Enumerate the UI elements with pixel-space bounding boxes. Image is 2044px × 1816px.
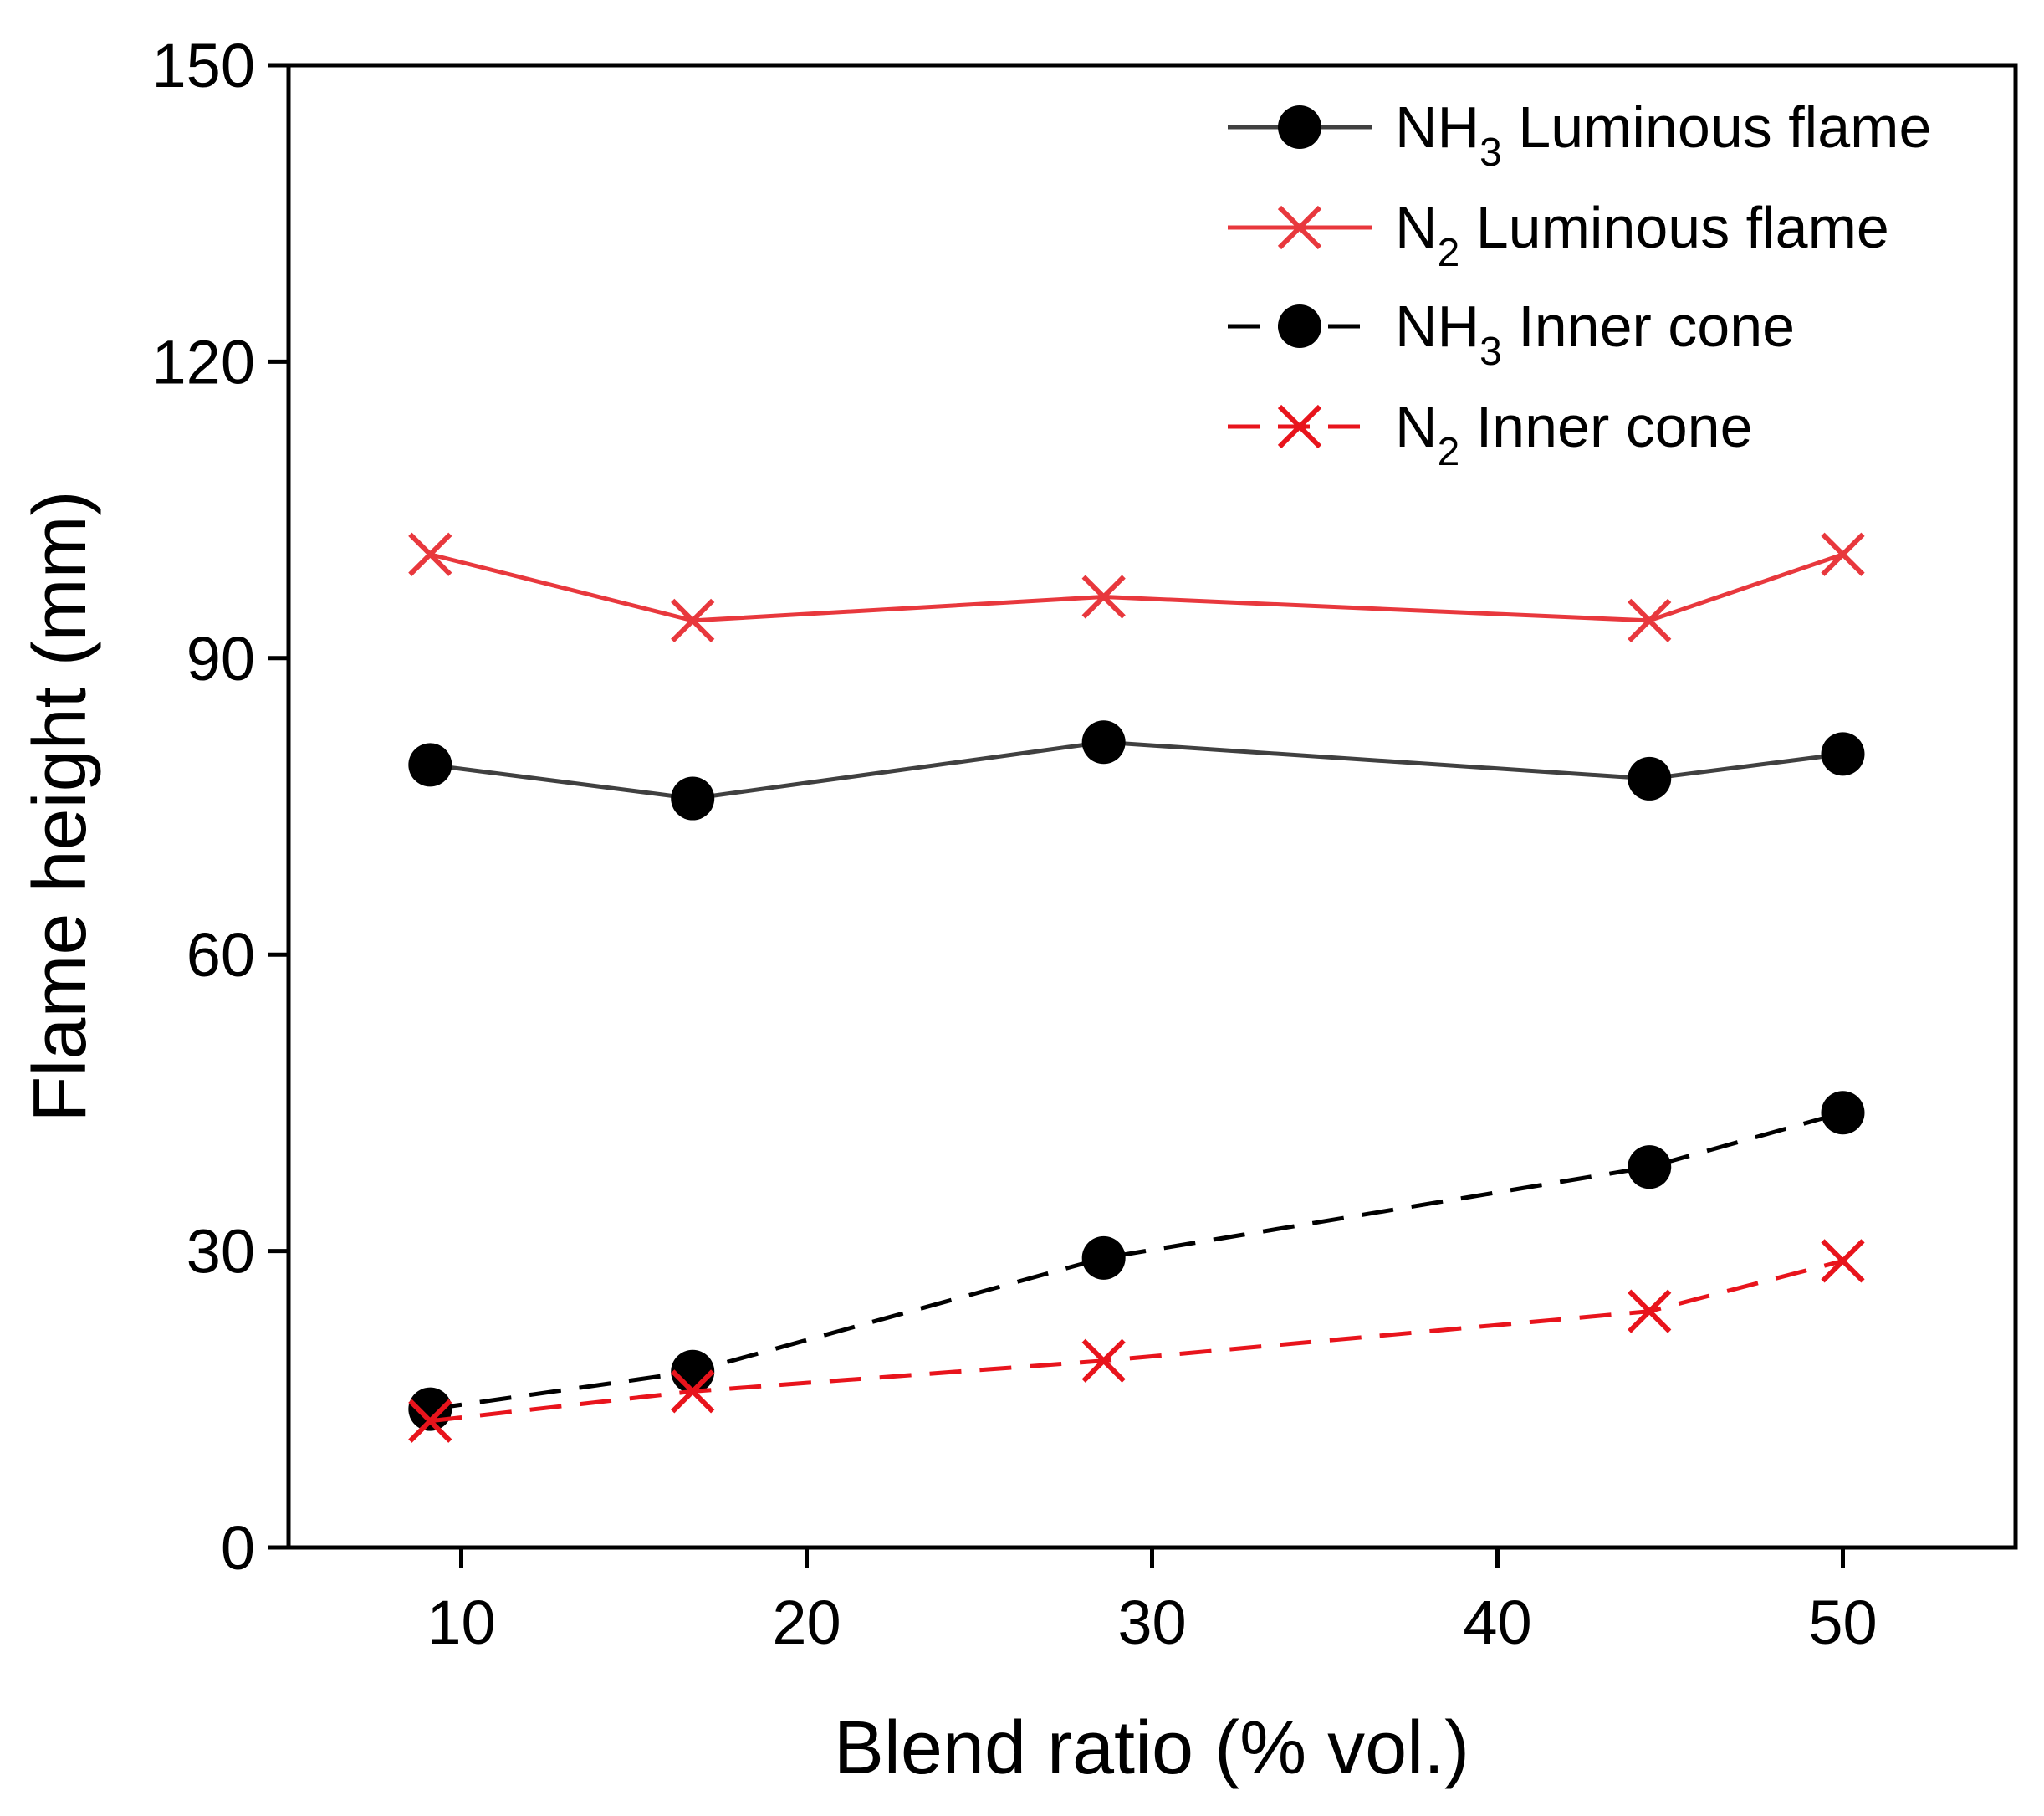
data-point xyxy=(1081,1338,1126,1383)
legend-label-main: N xyxy=(1395,195,1438,260)
y-tick-label: 90 xyxy=(187,624,255,693)
data-point xyxy=(408,743,452,787)
legend-marker xyxy=(1277,205,1322,250)
data-point xyxy=(1628,598,1672,643)
legend-label-rest: Luminous flame xyxy=(1459,195,1889,260)
plot-frame xyxy=(286,63,2018,1550)
data-point xyxy=(1821,532,1865,576)
legend-item-0: NH3 Luminous flame xyxy=(1228,95,1931,175)
legend-label-main: NH xyxy=(1395,294,1479,359)
x-tick-label: 50 xyxy=(1808,1588,1877,1657)
series-3 xyxy=(408,1239,1865,1443)
legend-label-subscript: 2 xyxy=(1438,430,1460,474)
x-tick-label: 30 xyxy=(1117,1588,1186,1657)
data-point xyxy=(671,1349,715,1394)
series-line xyxy=(429,552,1844,623)
data-point xyxy=(1628,756,1672,801)
series-line xyxy=(430,1258,1844,1424)
legend-marker xyxy=(1278,304,1321,348)
y-tick-label: 60 xyxy=(187,920,255,990)
y-tick-label: 150 xyxy=(152,31,255,100)
x-axis-ticks: 10 20 30 40 50 xyxy=(427,1547,1878,1657)
data-point xyxy=(1081,575,1126,619)
data-point xyxy=(408,532,452,576)
x-tick-label: 20 xyxy=(772,1588,841,1657)
legend-marker xyxy=(1277,404,1322,449)
x-tick-label: 40 xyxy=(1463,1588,1531,1657)
x-axis-title: Blend ratio (% vol.) xyxy=(834,1706,1469,1790)
series-0 xyxy=(408,720,1865,821)
y-tick-label: 0 xyxy=(221,1513,255,1583)
legend-item-3: N2 Inner cone xyxy=(1228,394,1753,474)
data-point xyxy=(671,776,715,821)
y-tick-label: 120 xyxy=(152,327,255,396)
data-point xyxy=(1628,1289,1672,1333)
data-point xyxy=(1081,720,1126,765)
legend-label: N2 Luminous flame xyxy=(1395,195,1889,275)
data-point xyxy=(1821,1091,1865,1135)
legend-label: NH3 Inner cone xyxy=(1395,294,1795,374)
y-axis-ticks: 0 30 60 90 120 150 xyxy=(152,31,289,1583)
y-axis-title: Flame height (mm) xyxy=(18,490,102,1122)
legend-item-2: NH3 Inner cone xyxy=(1228,294,1795,374)
data-point xyxy=(671,598,715,643)
legend-label-rest: Luminous flame xyxy=(1502,95,1932,160)
legend-label-subscript: 3 xyxy=(1479,130,1502,175)
y-tick-label: 30 xyxy=(187,1217,255,1287)
legend-label-subscript: 3 xyxy=(1479,330,1502,374)
legend-label-main: NH xyxy=(1395,95,1479,160)
legend-item-1: N2 Luminous flame xyxy=(1228,195,1889,275)
data-point xyxy=(408,1399,452,1443)
legend-label: N2 Inner cone xyxy=(1395,394,1753,474)
data-point xyxy=(1821,1239,1865,1283)
series-line xyxy=(429,1110,1844,1412)
data-point xyxy=(671,1369,715,1414)
legend-marker xyxy=(1278,105,1321,149)
data-point xyxy=(1821,732,1865,776)
data-point xyxy=(1081,1235,1126,1280)
plot-content xyxy=(408,532,1865,1443)
data-point xyxy=(1628,1145,1672,1189)
series-1 xyxy=(408,532,1865,643)
legend-label-main: N xyxy=(1395,394,1438,459)
legend-label: NH3 Luminous flame xyxy=(1395,95,1931,175)
legend-label-subscript: 2 xyxy=(1438,231,1460,275)
legend-label-rest: Inner cone xyxy=(1459,394,1752,459)
legend-label-rest: Inner cone xyxy=(1502,294,1795,359)
x-tick-label: 10 xyxy=(427,1588,495,1657)
series-2 xyxy=(408,1091,1865,1431)
